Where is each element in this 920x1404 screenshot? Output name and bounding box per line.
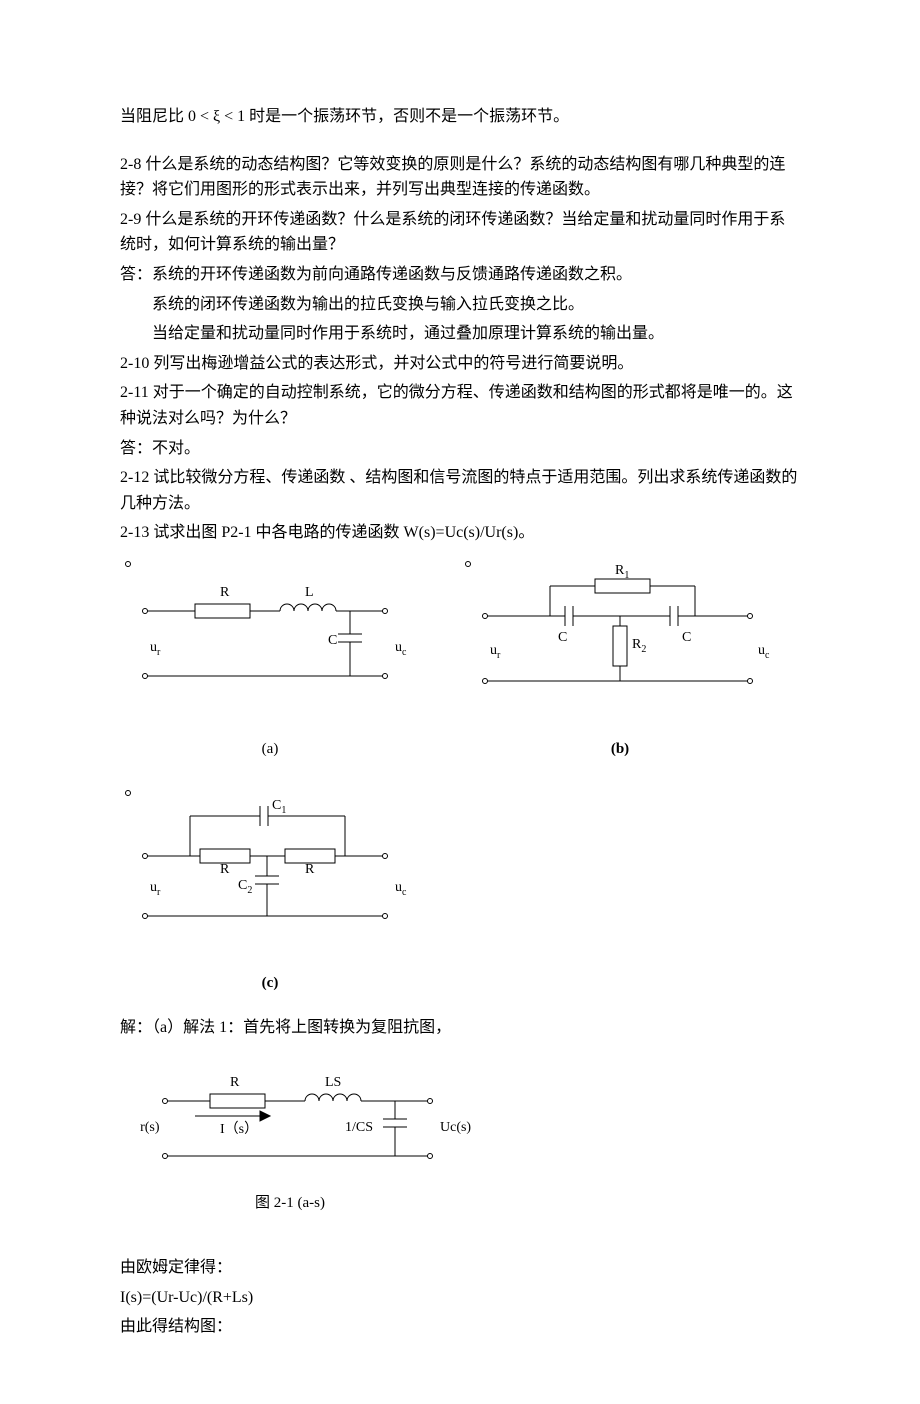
label-Rleft-c: R [220,862,230,877]
label-LS-as: LS [325,1075,341,1090]
question-2-13: 2-13 试求出图 P2-1 中各电路的传递函数 W(s)=Uc(s)/Ur(s… [120,520,800,546]
label-CS-as: 1/CS [345,1120,373,1135]
ohm-concl: 由此得结构图： [120,1314,800,1340]
question-2-10: 2-10 列写出梅逊增益公式的表达形式，并对公式中的符号进行简要说明。 [120,351,800,377]
label-C1-c: C1 [272,798,286,816]
text-damping: 当阻尼比 0 < ξ < 1 时是一个振荡环节，否则不是一个振荡环节。 [120,104,800,130]
question-2-12: 2-12 试比较微分方程、传递函数 、结构图和信号流图的特点于适用范围。列出求系… [120,465,800,516]
circuit-a: R L C ur uc (a) [120,556,420,761]
caption-a: (a) [120,737,420,761]
question-2-9: 2-9 什么是系统的开环传递函数？什么是系统的闭环传递函数？当给定量和扰动量同时… [120,207,800,258]
label-R1-b: R1 [615,563,629,581]
answer-2-11: 答：不对。 [120,436,800,462]
label-C2-c: C2 [238,878,252,896]
label-Ur-as: Ur(s) [140,1120,160,1135]
label-R2-b: R2 [632,637,646,655]
circuit-b: R1 C C R2 ur uc (b) [460,556,780,761]
label-Is-as: I（s） [220,1121,258,1137]
caption-b: (b) [460,737,780,761]
label-ur-b: ur [490,643,501,661]
label-ur-c: ur [150,880,161,898]
caption-c: (c) [120,971,420,995]
label-ur-a: ur [150,640,161,658]
label-Uc-as: Uc(s) [440,1120,471,1135]
question-2-8: 2-8 什么是系统的动态结构图？它等效变换的原则是什么？系统的动态结构图有哪几种… [120,152,800,203]
label-R-a: R [220,585,230,600]
solution-a-intro: 解：（a）解法 1：首先将上图转换为复阻抗图， [120,1015,800,1041]
label-Cright-b: C [682,630,691,645]
label-R-as: R [230,1075,240,1090]
answer-2-9-1: 答：系统的开环传递函数为前向通路传递函数与反馈通路传递函数之积。 [120,262,800,288]
question-2-11: 2-11 对于一个确定的自动控制系统，它的微分方程、传递函数和结构图的形式都将是… [120,380,800,431]
label-uc-c: uc [395,880,407,898]
circuit-as: current arrow R LS 1/CS Ur(s) Uc(s) I（s）… [140,1051,800,1216]
label-uc-a: uc [395,640,407,658]
ohm-intro: 由欧姆定律得： [120,1255,800,1281]
circuit-row-1: R L C ur uc (a) [120,556,800,761]
label-Rright-c: R [305,862,315,877]
ohm-eq: I(s)=(Ur-Uc)/(R+Ls) [120,1285,800,1311]
answer-2-9-2: 系统的闭环传递函数为输出的拉氏变换与输入拉氏变换之比。 [120,292,800,318]
circuit-row-2: C1 R R C2 ur uc (c) [120,781,800,996]
answer-2-9-3: 当给定量和扰动量同时作用于系统时，通过叠加原理计算系统的输出量。 [120,321,800,347]
label-C-a: C [328,633,337,648]
label-Cleft-b: C [558,630,567,645]
caption-as: 图 2-1 (a-s) [140,1191,440,1215]
label-uc-b: uc [758,643,770,661]
label-L-a: L [305,585,314,600]
circuit-c: C1 R R C2 ur uc (c) [120,781,420,996]
